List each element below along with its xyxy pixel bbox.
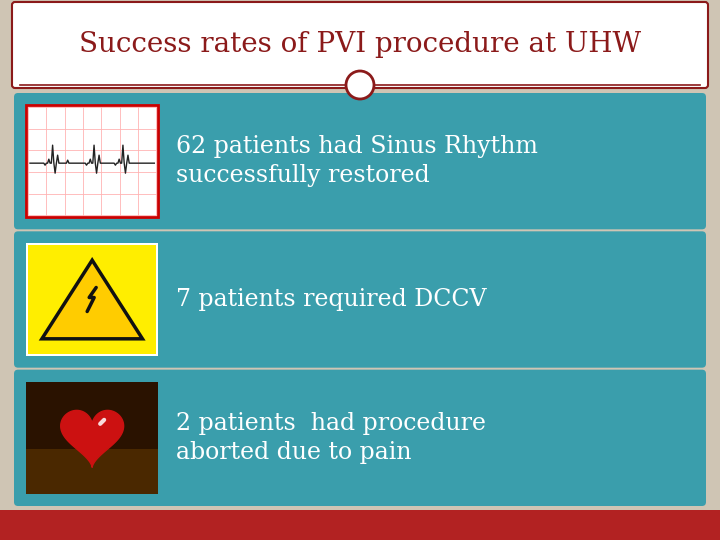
FancyBboxPatch shape [12, 2, 708, 88]
Text: 7 patients required DCCV: 7 patients required DCCV [176, 288, 487, 311]
FancyBboxPatch shape [28, 245, 156, 354]
FancyBboxPatch shape [26, 449, 158, 494]
Bar [0, 510, 720, 540]
FancyBboxPatch shape [14, 370, 706, 506]
FancyBboxPatch shape [26, 382, 158, 494]
FancyBboxPatch shape [26, 244, 158, 356]
Polygon shape [42, 260, 143, 339]
Text: Success rates of PVI procedure at UHW: Success rates of PVI procedure at UHW [79, 31, 641, 58]
FancyBboxPatch shape [26, 105, 158, 217]
Polygon shape [60, 410, 124, 467]
Text: 62 patients had Sinus Rhythm
successfully restored: 62 patients had Sinus Rhythm successfull… [176, 135, 539, 187]
Text: 2 patients  had procedure
aborted due to pain: 2 patients had procedure aborted due to … [176, 411, 486, 464]
Circle shape [346, 71, 374, 99]
FancyBboxPatch shape [14, 231, 706, 368]
FancyBboxPatch shape [14, 93, 706, 230]
